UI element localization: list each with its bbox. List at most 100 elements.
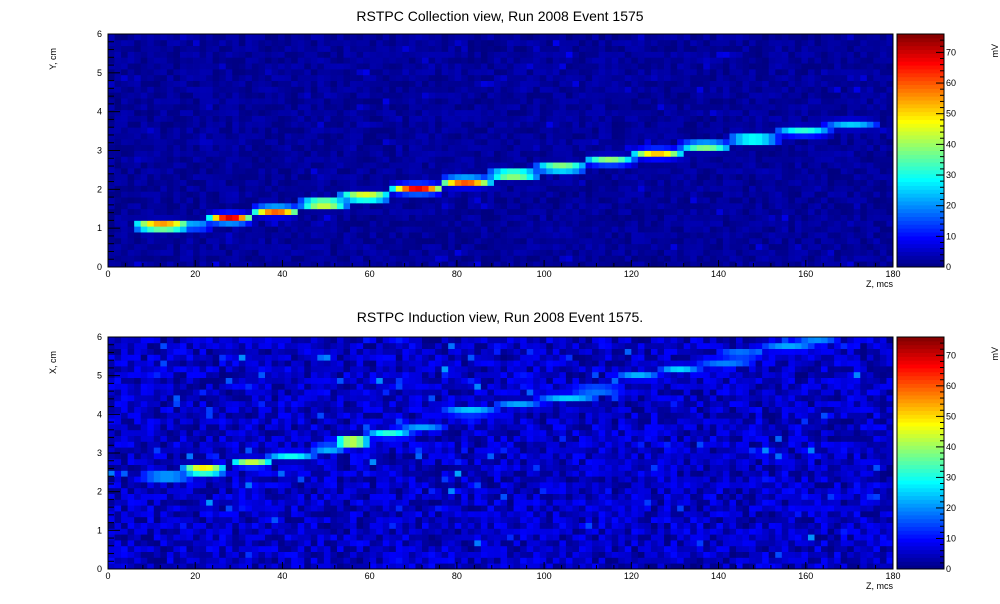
heatmap-cell [703, 68, 711, 76]
heatmap-cell [317, 98, 325, 105]
heatmap-cell [683, 92, 691, 99]
heatmap-cell [108, 92, 115, 99]
heatmap-cell [736, 127, 743, 134]
heatmap-cell [677, 133, 685, 140]
heatmap-cell [395, 197, 403, 204]
heatmap-cell [788, 63, 796, 70]
heatmap-cell [670, 243, 678, 250]
heatmap-cell [716, 63, 724, 70]
heatmap-cell [670, 68, 678, 76]
heatmap-cell [860, 173, 868, 181]
heatmap-cell [448, 115, 456, 122]
color-bar-swatch [897, 224, 944, 229]
heatmap-cell [251, 68, 259, 76]
heatmap-cell [807, 208, 815, 215]
heatmap-cell [572, 220, 580, 227]
heatmap-cell [297, 150, 305, 157]
heatmap-cell [232, 208, 240, 215]
heatmap-cell [722, 138, 730, 146]
heatmap-cell [108, 232, 115, 239]
heatmap-cell [330, 150, 338, 157]
heatmap-cell [533, 80, 541, 87]
heatmap-cell [284, 150, 292, 157]
heatmap-cell [402, 45, 410, 52]
heatmap-cell [376, 232, 384, 239]
heatmap-cell [696, 103, 704, 111]
heatmap-cell [533, 109, 541, 116]
heatmap-cell [278, 197, 286, 204]
heatmap-cell [376, 261, 384, 268]
heatmap-cell [330, 34, 338, 41]
heatmap-cell [278, 39, 286, 47]
heatmap-cell [369, 133, 377, 140]
heatmap-cell [212, 191, 220, 198]
heatmap-cell [278, 127, 286, 134]
heatmap-cell [219, 45, 227, 52]
color-bar-swatch [897, 247, 944, 252]
heatmap-cell [134, 237, 142, 245]
heatmap-cell [480, 63, 488, 70]
heatmap-cell [683, 156, 691, 163]
heatmap-cell [134, 249, 142, 256]
heatmap-cell [520, 237, 528, 245]
heatmap-cell [690, 191, 698, 198]
heatmap-cell [866, 138, 874, 146]
heatmap-cell [539, 80, 547, 87]
heatmap-cell [840, 232, 848, 239]
heatmap-cell [363, 144, 371, 151]
heatmap-cell [402, 51, 410, 58]
heatmap-cell [539, 133, 547, 140]
heatmap-cell [265, 103, 272, 111]
heatmap-cell [474, 191, 482, 198]
heatmap-cell [435, 144, 443, 151]
heatmap-cell [716, 115, 724, 122]
heatmap-cell [539, 39, 547, 47]
heatmap-cell [729, 39, 737, 47]
heatmap-cell [801, 226, 809, 233]
heatmap-cell [441, 103, 449, 111]
heatmap-cell [166, 243, 174, 250]
heatmap-cell [304, 179, 312, 186]
heatmap-cell [801, 57, 809, 64]
heatmap-cell [605, 249, 613, 256]
heatmap-cell [343, 255, 351, 262]
heatmap-cell [193, 92, 200, 99]
heatmap-cell [382, 237, 390, 245]
heatmap-cell [559, 127, 567, 134]
heatmap-cell [644, 109, 652, 116]
heatmap-cell [526, 243, 534, 250]
heatmap-cell [428, 34, 436, 41]
heatmap-cell [232, 98, 240, 105]
heatmap-cell [670, 173, 678, 181]
heatmap-cell [801, 243, 809, 250]
heatmap-cell [539, 144, 547, 151]
heatmap-cell [873, 249, 881, 256]
heatmap-cell [729, 144, 737, 151]
heatmap-cell [108, 57, 115, 64]
heatmap-cell [755, 34, 763, 41]
heatmap-cell [219, 103, 227, 111]
heatmap-cell [382, 34, 390, 41]
heatmap-cell [624, 208, 632, 215]
heatmap-cell [238, 226, 246, 233]
heatmap-cell [428, 202, 436, 210]
heatmap-cell [775, 68, 783, 76]
heatmap-cell [788, 138, 796, 146]
heatmap-cell [821, 191, 828, 198]
heatmap-cell [435, 92, 443, 99]
heatmap-cell [860, 57, 868, 64]
heatmap-cell [330, 144, 338, 151]
heatmap-cell [232, 68, 240, 76]
heatmap-cell [147, 45, 155, 52]
heatmap-cell [147, 167, 155, 175]
heatmap-cell [650, 243, 658, 250]
heatmap-cell [441, 226, 449, 233]
heatmap-cell [206, 243, 214, 250]
heatmap-cell [827, 197, 835, 204]
heatmap-cell [245, 243, 253, 250]
heatmap-cell [637, 63, 645, 70]
heatmap-cell [304, 185, 312, 192]
heatmap-cell [251, 115, 259, 122]
heatmap-cell [212, 115, 220, 122]
heatmap-cell [853, 57, 861, 64]
